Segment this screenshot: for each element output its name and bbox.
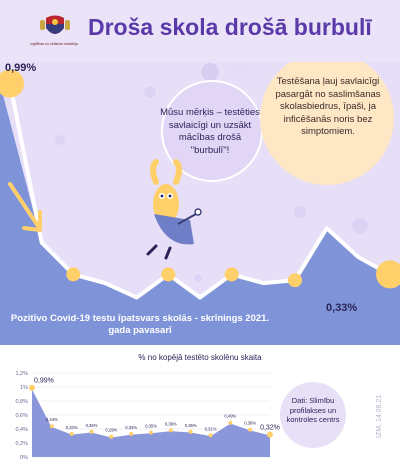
data-label: 0,49% <box>224 414 236 419</box>
data-point <box>188 429 193 434</box>
data-label: 0,44% <box>46 417 58 422</box>
data-point <box>129 431 134 436</box>
hero-marker <box>66 267 81 282</box>
y-tick-label: 0,2% <box>15 441 28 447</box>
data-point <box>228 420 233 425</box>
y-tick-label: 1,2% <box>15 371 28 377</box>
hero-marker <box>161 267 176 282</box>
data-point <box>267 431 273 438</box>
mini-area <box>32 387 270 457</box>
hero-marker <box>0 69 24 98</box>
data-label: 0,35% <box>145 424 157 429</box>
coat-of-arms-logo <box>40 15 70 34</box>
hero-illustration <box>0 62 400 345</box>
bubble-right <box>260 62 394 185</box>
data-point <box>248 427 253 432</box>
hero-marker <box>288 273 302 288</box>
data-label: 0,32% <box>260 425 280 432</box>
source-bubble <box>280 382 346 448</box>
chart-title: % no kopējā testēto skolēnu skaita <box>138 353 262 362</box>
mini-labels: 0,99% 0,44% 0,33% 0,36% 0,29% 0,33% 0,35% 0,38%… <box>34 378 280 433</box>
date-tag: IZM, 14.08.21 <box>376 394 383 438</box>
y-tick-label: 0,6% <box>15 413 28 419</box>
data-point <box>89 429 94 434</box>
mini-chart: 0,99% 0,44% 0,33% 0,36% 0,29% 0,33% 0,35% 0,38%… <box>15 371 280 461</box>
y-tick-label: 1% <box>20 385 28 391</box>
bubble-left-text: Mūsu mērķis – testēties savlaicīgi un uz… <box>160 107 260 156</box>
mini-points <box>29 384 273 439</box>
data-point <box>109 434 114 439</box>
data-point <box>49 424 54 429</box>
start-percent-label: 0,99% <box>5 62 37 74</box>
data-label: 0,38% <box>165 421 177 426</box>
data-label: 0,33% <box>125 425 137 430</box>
data-point <box>208 433 213 438</box>
ministry-name: Izglītības un zinātnes ministrija <box>30 42 78 46</box>
data-label: 0,33% <box>66 425 78 430</box>
data-label: 0,36% <box>185 423 197 428</box>
data-point <box>149 430 153 435</box>
data-point <box>168 428 173 433</box>
y-tick-label: 0,4% <box>15 427 28 433</box>
data-label: 0,31% <box>205 426 217 431</box>
data-point <box>69 431 74 436</box>
hero-markers <box>0 69 400 289</box>
data-label: 0,29% <box>105 428 117 433</box>
bubble-right-text: Testēšana ļauj savlaicīgi pasargāt no sa… <box>275 76 381 137</box>
data-label: 0,39% <box>244 421 256 426</box>
source-note: Dati: Slimību profilakses un kontroles c… <box>286 396 340 424</box>
header <box>0 0 400 62</box>
end-percent-label: 0,33% <box>326 302 358 314</box>
y-tick-label: 0,8% <box>15 399 28 405</box>
data-point <box>29 384 35 391</box>
data-label: 0,99% <box>34 378 54 385</box>
y-tick-label: 0% <box>20 455 28 461</box>
data-label: 0,36% <box>86 423 98 428</box>
down-arrow-icon <box>8 182 42 232</box>
page-title: Droša skola drošā burbulī <box>88 14 372 40</box>
hero-marker <box>224 267 239 282</box>
chart-caption: Pozitīvo Covid-19 testu īpatsvars skolās… <box>10 313 270 336</box>
mini-ticks: 0% 0,2% 0,4% 0,6% 0,8% 1% 1,2% <box>15 371 28 461</box>
hero-marker <box>376 260 400 289</box>
mascot-character-icon <box>146 159 202 260</box>
